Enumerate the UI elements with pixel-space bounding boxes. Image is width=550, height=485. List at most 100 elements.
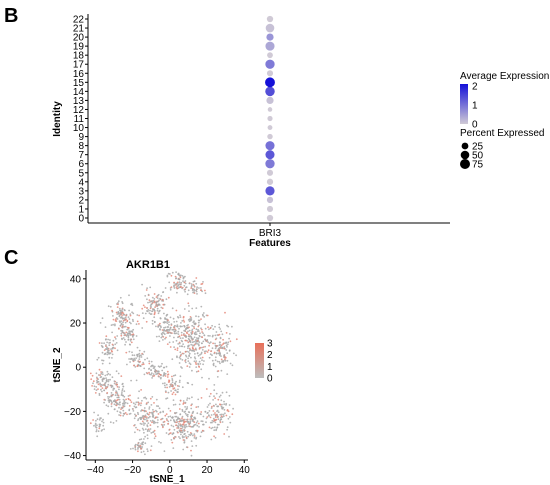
c-cell-point <box>175 421 178 424</box>
c-cell-point <box>129 332 132 334</box>
c-cell-point <box>132 447 134 450</box>
c-cell-point <box>209 392 212 395</box>
c-cell-point <box>118 414 120 416</box>
c-cell-point <box>119 414 122 417</box>
c-y-tick-label: −20 <box>64 407 81 418</box>
c-cell-point <box>183 430 186 432</box>
c-cell-point <box>120 329 122 332</box>
c-cell-point <box>135 406 138 409</box>
c-cell-point <box>125 314 127 317</box>
b-y-tick-label: 10 <box>73 123 85 134</box>
c-cell-point <box>146 424 149 426</box>
c-cell-point <box>143 407 146 409</box>
c-y-axis-title: tSNE_2 <box>52 347 63 382</box>
c-cell-point <box>137 450 139 453</box>
c-cell-point <box>141 415 144 417</box>
c-cell-point <box>189 349 191 352</box>
c-cell-point <box>119 324 122 327</box>
c-cell-point <box>146 307 148 309</box>
c-cell-point <box>110 384 112 387</box>
c-cell-point <box>181 435 184 438</box>
c-cell-point <box>127 316 130 318</box>
c-cell-point <box>219 403 222 406</box>
c-cell-point <box>183 308 186 310</box>
c-cell-point <box>146 287 149 290</box>
c-cell-point <box>195 421 198 424</box>
c-cell-point <box>143 350 146 353</box>
c-cell-point <box>150 404 153 406</box>
c-cell-point <box>100 388 102 391</box>
c-cell-point <box>146 437 149 440</box>
c-cell-point <box>168 341 171 344</box>
c-cell-point <box>182 402 185 404</box>
c-cell-point <box>223 346 226 348</box>
c-cell-point <box>219 336 222 339</box>
c-cell-point <box>108 362 111 365</box>
b-dot-cluster-4 <box>266 178 274 185</box>
c-cell-point <box>207 411 209 414</box>
c-cell-point <box>174 412 177 415</box>
c-cell-point <box>169 326 172 329</box>
c-cell-point <box>177 278 180 281</box>
c-cell-point <box>178 356 181 359</box>
c-cell-point <box>235 354 238 357</box>
c-cell-point <box>169 410 172 412</box>
c-cell-point <box>186 415 189 418</box>
b-size-legend-label: 50 <box>472 151 484 162</box>
c-cell-point <box>108 401 111 404</box>
c-cell-point <box>162 411 165 413</box>
c-cell-point <box>104 338 107 341</box>
c-cell-point <box>143 431 145 434</box>
c-cell-point <box>122 404 124 406</box>
c-cell-point <box>212 328 215 330</box>
c-cell-point <box>178 281 181 283</box>
c-cell-point <box>181 325 183 328</box>
c-cell-point <box>182 426 184 428</box>
c-cell-point <box>135 379 138 382</box>
c-cell-point <box>204 410 207 413</box>
c-cell-point <box>146 412 149 415</box>
c-cell-point <box>172 317 175 320</box>
c-cell-point <box>105 335 108 338</box>
c-cell-point <box>141 427 144 430</box>
c-cell-point <box>215 345 218 347</box>
c-cell-point <box>146 310 148 312</box>
c-cell-point <box>219 345 222 348</box>
c-cell-point <box>154 435 157 438</box>
c-cell-point <box>208 410 211 412</box>
c-cell-point <box>174 393 177 396</box>
c-cell-point <box>191 324 194 327</box>
c-cell-point <box>95 429 98 431</box>
c-cell-point <box>162 299 164 301</box>
c-cell-point <box>169 346 172 348</box>
c-cell-point <box>182 400 185 402</box>
b-y-tick-label: 4 <box>78 177 84 188</box>
c-cell-point <box>183 436 186 438</box>
c-cell-point <box>208 377 210 380</box>
c-cell-point <box>159 322 161 325</box>
c-cell-point <box>157 304 160 307</box>
c-cell-point <box>139 422 142 425</box>
c-cell-point <box>202 281 204 283</box>
c-cell-point <box>171 393 174 396</box>
c-cell-point <box>200 287 202 289</box>
c-cell-point <box>217 411 220 414</box>
c-cell-point <box>190 426 193 428</box>
c-cell-point <box>111 347 114 350</box>
b-y-tick-label: 21 <box>73 24 85 35</box>
c-cell-point <box>195 328 198 331</box>
c-cell-point <box>134 403 137 406</box>
c-cell-point <box>122 394 124 397</box>
c-cell-point <box>132 312 135 315</box>
c-cell-point <box>188 366 191 368</box>
c-cell-point <box>147 416 150 419</box>
c-cell-point <box>152 300 154 302</box>
c-cell-point <box>142 304 145 307</box>
c-cell-point <box>129 412 132 415</box>
c-cell-point <box>105 348 107 350</box>
c-cell-point <box>188 397 191 400</box>
c-cell-point <box>149 415 151 418</box>
c-cell-point <box>113 408 116 411</box>
c-cell-point <box>202 423 205 426</box>
c-cell-point <box>156 297 159 299</box>
